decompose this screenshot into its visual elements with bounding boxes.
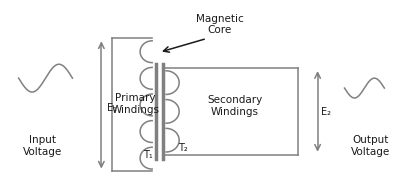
- Text: Secondary: Secondary: [207, 95, 263, 105]
- Text: Input: Input: [29, 135, 56, 145]
- Text: Windings: Windings: [211, 107, 259, 117]
- Text: Windings: Windings: [111, 105, 159, 115]
- Text: Core: Core: [208, 25, 232, 36]
- Text: E₁: E₁: [107, 103, 117, 113]
- Text: Voltage: Voltage: [351, 147, 390, 157]
- Text: E₂: E₂: [320, 107, 330, 117]
- Text: Magnetic: Magnetic: [196, 14, 244, 23]
- Text: T₁: T₁: [143, 150, 153, 160]
- Text: Primary: Primary: [115, 93, 156, 103]
- Text: T₂: T₂: [178, 143, 188, 153]
- Text: Voltage: Voltage: [23, 147, 62, 157]
- Text: Output: Output: [352, 135, 389, 145]
